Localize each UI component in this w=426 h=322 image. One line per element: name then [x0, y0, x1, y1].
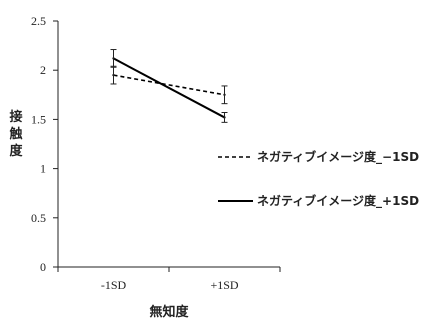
y-tick-label: 2: [40, 63, 46, 77]
legend-label: ネガティブイメージ度_+1SD: [257, 193, 419, 209]
y-tick-label: 1.5: [31, 112, 46, 126]
y-tick-label: 0: [40, 260, 46, 274]
legend: ネガティブイメージ度_−1SD ネガティブイメージ度_+1SD: [218, 149, 419, 209]
series-2: [110, 49, 228, 123]
y-tick-label: 0.5: [31, 211, 46, 225]
data-point: [223, 93, 226, 97]
legend-item: ネガティブイメージ度_+1SD: [218, 193, 419, 209]
y-tick-label: 2.5: [31, 14, 46, 28]
data-point: [112, 73, 115, 77]
data-point: [223, 116, 226, 119]
x-tick-label: -1SD: [101, 278, 127, 292]
legend-item: ネガティブイメージ度_−1SD: [218, 149, 419, 165]
y-ticks: 0 0.5 1 1.5 2 2.5: [31, 14, 58, 274]
y-tick-label: 1: [40, 162, 46, 176]
y-axis-title: 接触度: [8, 109, 23, 159]
x-tick-label: +1SD: [210, 278, 238, 292]
x-ticks: -1SD +1SD: [57, 267, 281, 292]
x-axis-title: 無知度: [149, 304, 189, 320]
series-layer: [110, 49, 228, 123]
series-1: [110, 65, 228, 105]
data-point: [112, 57, 115, 60]
error-bar: [221, 112, 228, 123]
series-line: [113, 74, 225, 96]
series-line: [113, 57, 225, 119]
error-bar: [221, 85, 228, 105]
legend-label: ネガティブイメージ度_−1SD: [257, 149, 419, 165]
error-bar: [110, 49, 117, 68]
